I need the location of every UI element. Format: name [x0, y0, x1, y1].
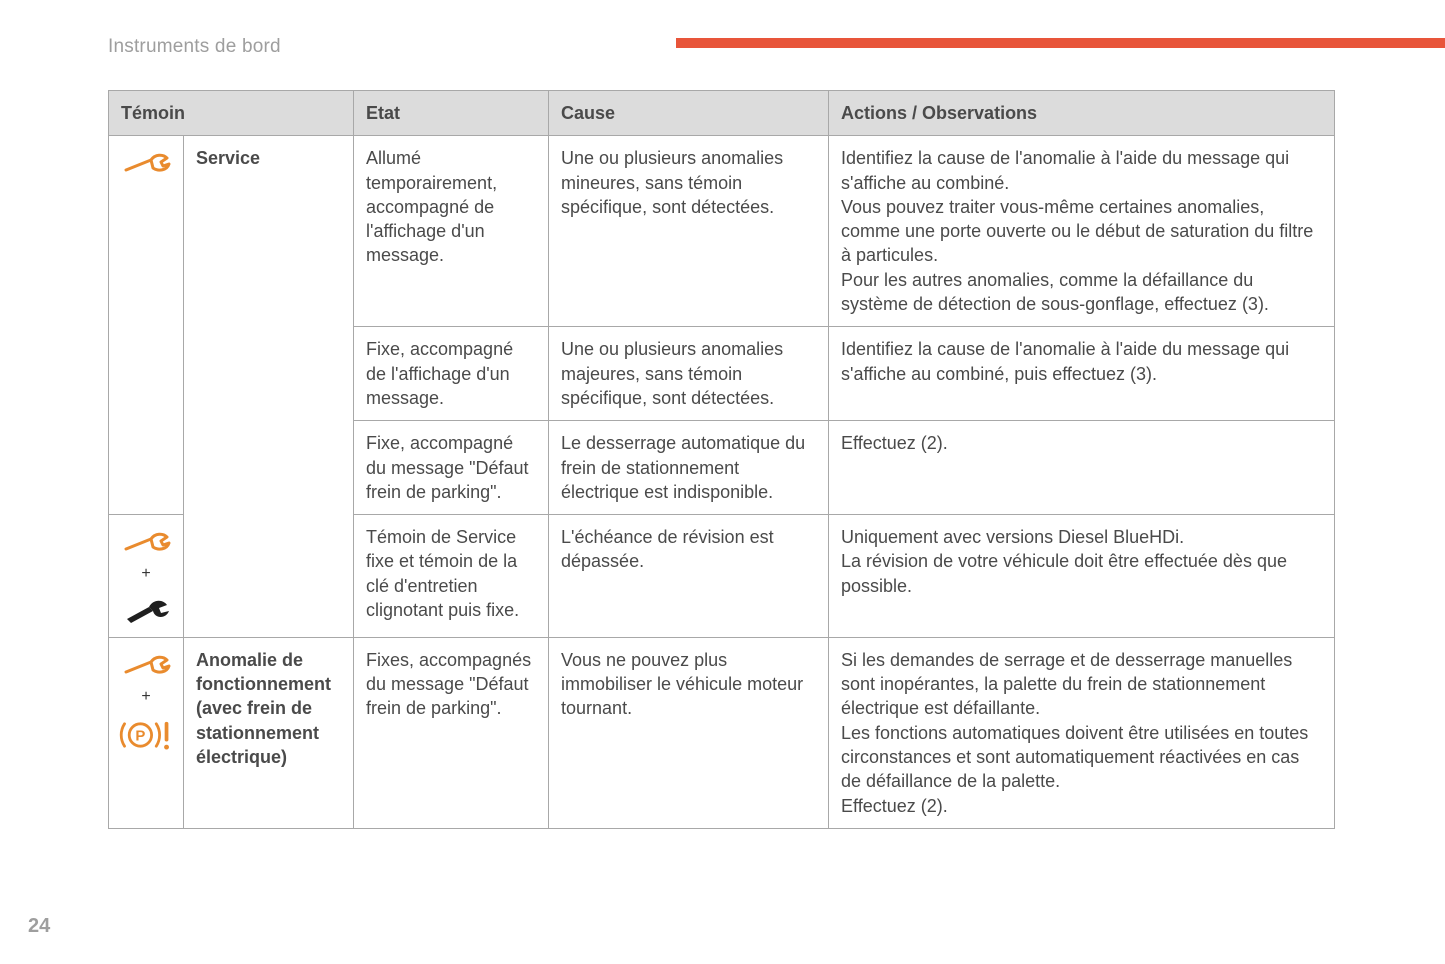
icon-cell-anomaly-parking: + P: [109, 637, 184, 828]
cell-actions: Si les demandes de serrage et de desserr…: [829, 637, 1335, 828]
cell-cause: L'échéance de révision est dépassée.: [549, 515, 829, 638]
accent-bar: [676, 38, 1445, 48]
plus-icon: +: [141, 686, 150, 708]
cell-cause: Vous ne pouvez plus immobiliser le véhic…: [549, 637, 829, 828]
cell-cause: Une ou plusieurs anomalies mineures, san…: [549, 136, 829, 327]
th-etat: Etat: [354, 91, 549, 136]
table-header-row: Témoin Etat Cause Actions / Observations: [109, 91, 1335, 136]
cell-etat: Témoin de Service fixe et témoin de la c…: [354, 515, 549, 638]
service-wrench-icon: [118, 146, 174, 180]
warning-lights-table: Témoin Etat Cause Actions / Observations: [108, 90, 1335, 829]
cell-actions: Uniquement avec versions Diesel BlueHDi.…: [829, 515, 1335, 638]
table-row: + P: [109, 637, 1335, 828]
maintenance-wrench-icon: [118, 593, 174, 627]
page-number: 24: [28, 915, 50, 938]
cell-etat: Fixes, accompagnés du message "Défaut fr…: [354, 637, 549, 828]
cell-actions: Identifiez la cause de l'anomalie à l'ai…: [829, 327, 1335, 421]
cell-actions: Effectuez (2).: [829, 421, 1335, 515]
cell-cause: Le desserrage automatique du frein de st…: [549, 421, 829, 515]
plus-icon: +: [141, 563, 150, 585]
service-wrench-icon: [118, 648, 174, 682]
th-cause: Cause: [549, 91, 829, 136]
section-title: Instruments de bord: [108, 36, 281, 58]
icon-cell-service: [109, 136, 184, 515]
cell-actions: Identifiez la cause de l'anomalie à l'ai…: [829, 136, 1335, 327]
th-temoin: Témoin: [109, 91, 354, 136]
svg-text:P: P: [135, 728, 145, 745]
th-actions: Actions / Observations: [829, 91, 1335, 136]
name-cell-anomaly: Anomalie de fonctionnement (avec frein d…: [184, 637, 354, 828]
table-row: Service Allumé temporairement, accompagn…: [109, 136, 1335, 327]
cell-cause: Une ou plusieurs anomalies majeures, san…: [549, 327, 829, 421]
cell-etat: Allumé temporairement, accompagné de l'a…: [354, 136, 549, 327]
cell-etat: Fixe, accompagné du message "Défaut frei…: [354, 421, 549, 515]
service-wrench-icon: [118, 525, 174, 559]
name-cell-service: Service: [184, 136, 354, 637]
page: Instruments de bord Témoin Etat Cause Ac…: [0, 0, 1445, 964]
icon-cell-service-plus-wrench: +: [109, 515, 184, 638]
parking-brake-fault-icon: P: [118, 715, 174, 755]
cell-etat: Fixe, accompagné de l'affichage d'un mes…: [354, 327, 549, 421]
